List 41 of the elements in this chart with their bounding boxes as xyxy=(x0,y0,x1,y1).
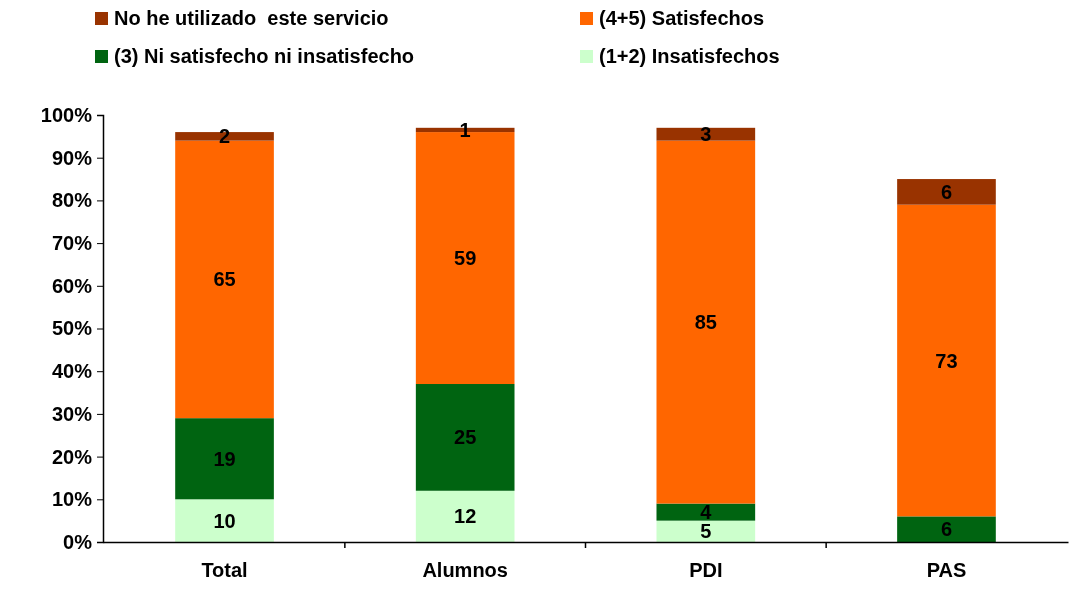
data-label: 19 xyxy=(213,447,236,470)
legend-label: (3) Ni satisfecho ni insatisfecho xyxy=(114,45,415,67)
bar xyxy=(656,140,756,504)
bar xyxy=(415,384,515,491)
legend-label: (1+2) Insatisfechos xyxy=(599,45,780,67)
x-tick-label: PAS xyxy=(926,559,967,581)
bar xyxy=(415,490,515,542)
y-tick-label: 90% xyxy=(51,146,93,169)
data-label: 3 xyxy=(700,123,712,146)
x-tick-label: PDI xyxy=(689,559,723,581)
data-label: 73 xyxy=(935,349,958,372)
data-label: 6 xyxy=(940,518,953,541)
y-tick-label: 40% xyxy=(51,360,93,383)
data-label: 85 xyxy=(694,311,717,334)
data-label: 59 xyxy=(454,247,477,270)
bar xyxy=(175,418,274,500)
bar xyxy=(175,499,274,542)
x-tick-label: Alumnos xyxy=(422,559,508,581)
bar xyxy=(897,516,996,542)
legend-label: (4+5) Satisfechos xyxy=(599,7,765,29)
y-tick-label: 100% xyxy=(40,103,93,126)
data-label: 10 xyxy=(213,509,236,532)
bar xyxy=(897,179,996,205)
legend-label: No he utilizado este servicio xyxy=(114,7,389,29)
data-label: 25 xyxy=(454,426,477,449)
bar xyxy=(656,503,756,521)
y-tick-label: 80% xyxy=(51,189,93,212)
data-label: 65 xyxy=(213,268,236,291)
y-tick-label: 50% xyxy=(51,317,93,340)
y-tick-label: 30% xyxy=(51,402,93,425)
bar xyxy=(656,520,756,542)
y-tick-label: 10% xyxy=(51,488,93,511)
x-tick-label: Total xyxy=(201,559,248,581)
bar xyxy=(897,204,996,517)
bar xyxy=(656,127,756,141)
y-tick-label: 70% xyxy=(51,232,93,254)
y-tick-label: 20% xyxy=(51,445,93,468)
y-tick-label: 60% xyxy=(51,274,93,297)
y-tick-label: 0% xyxy=(63,530,93,553)
data-label: 12 xyxy=(454,505,477,528)
data-label: 6 xyxy=(940,180,953,203)
